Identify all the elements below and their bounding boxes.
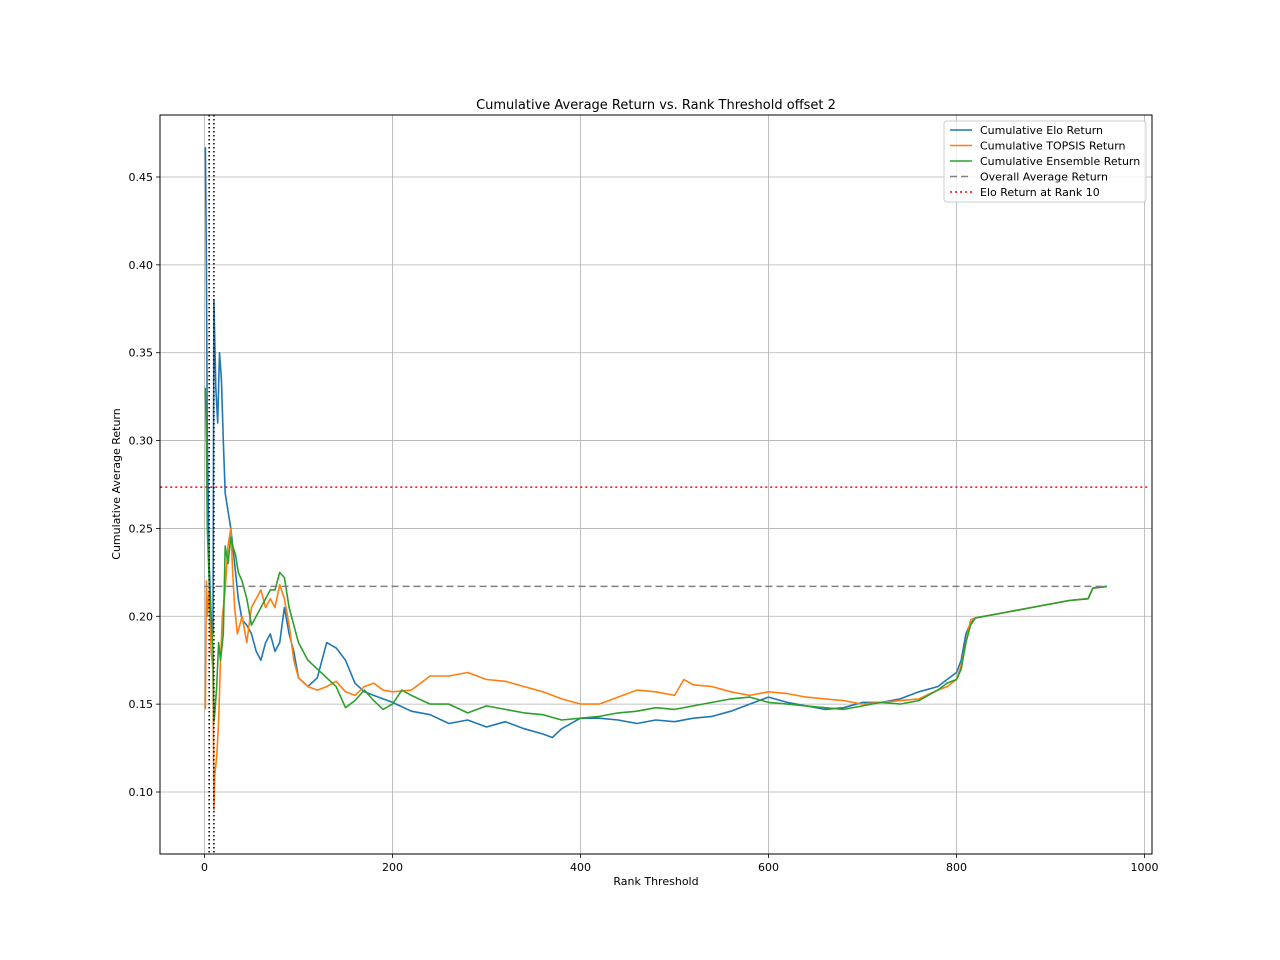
x-axis-ticks: 0 200 400 600 800 1000 [201,854,1159,874]
x-tick-label: 800 [946,861,967,874]
y-axis-ticks: 0.10 0.15 0.20 0.25 0.30 0.35 0.40 0.45 [129,171,160,799]
legend-label: Cumulative TOPSIS Return [980,140,1126,153]
legend-frame [943,120,1147,203]
plot-area: 0 200 400 600 800 1000 0.100.150.200.250.300.… [129,114,1159,874]
y-tick-label: 0.20 [129,610,154,623]
series-line-cumulative-elo-return [204,147,1108,739]
axes-background [160,115,1152,854]
axes-frame [159,114,1153,855]
series-lines [160,115,1150,854]
x-tick-label: 200 [382,861,403,874]
y-tick-label: 0.35 [129,347,154,360]
y-tick-label: 0.10 [129,786,154,799]
y-tick-label: 0.45 [129,171,154,184]
legend: Cumulative Elo Return Cumulative TOPSIS R… [943,120,1147,203]
legend-label: Overall Average Return [980,171,1108,184]
y-tick-label: 0.15 [129,698,154,711]
chart-title: Cumulative Average Return vs. Rank Thres… [476,98,836,113]
x-axis-label: Rank Threshold [613,875,698,888]
x-tick-label: 0 [201,861,208,874]
x-tick-label: 400 [570,861,591,874]
legend-label: Cumulative Ensemble Return [980,155,1140,168]
x-tick-label: 600 [758,861,779,874]
y-axis-label: Cumulative Average Return [110,408,123,559]
y-tick-label: 0.25 [129,522,154,535]
legend-label: Cumulative Elo Return [980,124,1103,137]
legend-label: Elo Return at Rank 10 [980,186,1100,199]
x-tick-label: 1000 [1131,861,1159,874]
gridlines [160,115,1152,854]
series-line-cumulative-ensemble-return [204,387,1108,723]
y-tick-label: 0.40 [129,259,154,272]
y-tick-label: 0.30 [129,435,154,448]
